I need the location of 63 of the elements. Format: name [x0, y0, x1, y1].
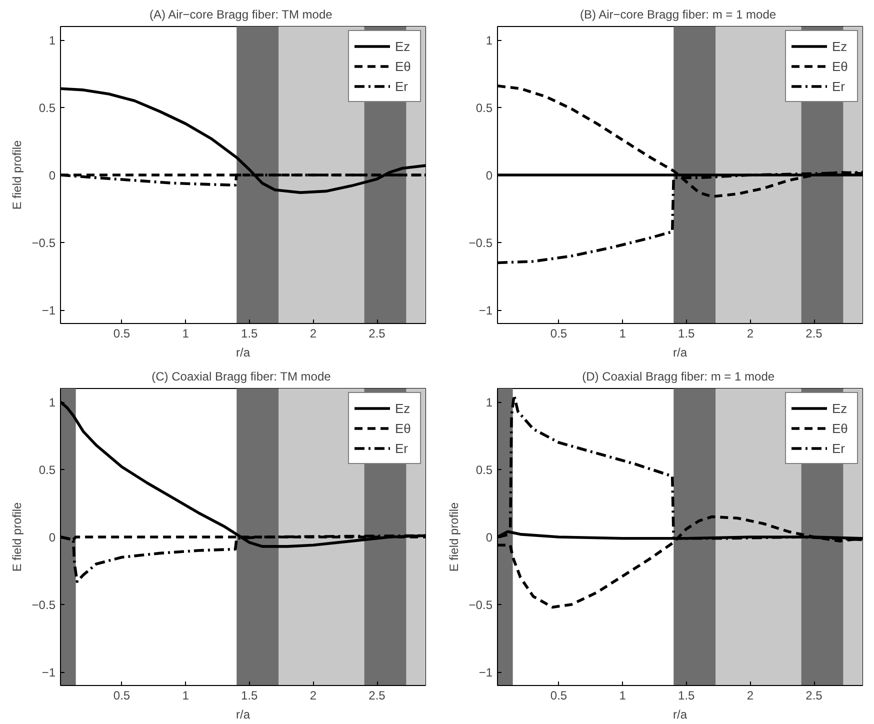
- x-tick-label: 2: [310, 688, 317, 702]
- x-tick-label: 1: [619, 326, 626, 340]
- chart-title: (B) Air−core Bragg fiber: m = 1 mode: [580, 8, 776, 22]
- x-tick-label: 0.5: [113, 688, 130, 702]
- legend-label: Ez: [395, 400, 412, 416]
- x-tick-label: 1: [182, 688, 190, 702]
- legend-label: Ez: [832, 38, 848, 54]
- chart-title: (D) Coaxial Bragg fiber: m = 1 mode: [582, 370, 775, 384]
- x-axis-title: r/a: [673, 708, 688, 722]
- x-tick-label: 1.5: [241, 326, 258, 340]
- x-tick-label: 2.5: [806, 326, 823, 340]
- y-tick-label: 1: [486, 34, 493, 48]
- y-tick-label: −1: [42, 666, 56, 680]
- x-tick-label: 2: [310, 326, 317, 340]
- y-tick-label: 0.5: [38, 463, 56, 477]
- legend-label: Ez: [395, 38, 412, 54]
- x-tick-label: 1.5: [678, 688, 696, 702]
- y-tick-label: 0.5: [476, 101, 493, 115]
- x-tick-label: 2.5: [368, 688, 386, 702]
- legend-label: Ez: [832, 400, 848, 416]
- x-tick-label: 2.5: [806, 688, 823, 702]
- y-tick-label: 0.5: [476, 463, 493, 477]
- x-tick-label: 0.5: [113, 326, 130, 340]
- y-tick-label: 1: [48, 396, 56, 410]
- y-axis-title: E field profile: [10, 140, 24, 210]
- y-tick-label: 1: [486, 396, 493, 410]
- y-tick-label: 1: [48, 34, 56, 48]
- x-axis-title: r/a: [236, 346, 250, 360]
- y-tick-label: −0.5: [468, 598, 493, 612]
- y-tick-label: −0.5: [468, 236, 493, 250]
- y-tick-label: 0.5: [38, 101, 56, 115]
- legend-label: Er: [832, 440, 846, 456]
- y-axis-title: E field profile: [10, 502, 24, 572]
- y-tick-label: 0: [48, 168, 56, 182]
- chart-title: (A) Air−core Bragg fiber: TM mode: [149, 8, 333, 22]
- x-tick-label: 2: [746, 688, 754, 702]
- y-axis-title: E field profile: [446, 502, 461, 572]
- legend-label: Er: [832, 78, 846, 94]
- y-tick-label: −1: [478, 304, 493, 318]
- legend-label: Eθ: [395, 420, 412, 436]
- legend-label: Er: [395, 78, 409, 94]
- x-tick-label: 1: [619, 688, 626, 702]
- legend-label: Eθ: [832, 420, 849, 436]
- x-tick-label: 0.5: [550, 688, 568, 702]
- legend-label: Eθ: [832, 58, 849, 74]
- x-tick-label: 1.5: [241, 688, 258, 702]
- chart-title: (C) Coaxial Bragg fiber: TM mode: [152, 370, 332, 384]
- x-axis-title: r/a: [236, 708, 250, 722]
- x-tick-label: 2: [746, 326, 754, 340]
- legend-label: Er: [395, 440, 409, 456]
- x-tick-label: 2.5: [368, 326, 386, 340]
- y-tick-label: 0: [486, 168, 493, 182]
- y-tick-label: 0: [48, 530, 56, 544]
- y-tick-label: 0: [486, 530, 493, 544]
- y-tick-label: −0.5: [32, 598, 56, 612]
- legend-label: Eθ: [395, 58, 412, 74]
- x-tick-label: 1: [182, 326, 190, 340]
- x-tick-label: 1.5: [678, 326, 696, 340]
- y-tick-label: −1: [478, 666, 493, 680]
- x-tick-label: 0.5: [550, 326, 568, 340]
- x-axis-title: r/a: [673, 346, 688, 360]
- y-tick-label: −0.5: [32, 236, 56, 250]
- y-tick-label: −1: [42, 304, 56, 318]
